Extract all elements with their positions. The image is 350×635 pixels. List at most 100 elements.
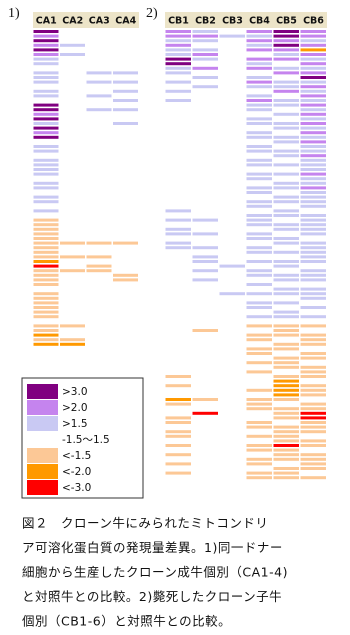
heat-cell [60,278,85,282]
heat-cell [113,117,138,121]
heat-cell [219,246,245,250]
heat-cell [192,324,218,328]
heat-cell [192,149,218,153]
heat-cell [219,388,245,392]
heat-cell [165,356,191,360]
heat-cell [86,186,112,190]
heat-cell [273,135,299,139]
heat-cell [60,158,85,162]
heat-cell [273,43,299,47]
heat-cell [165,457,191,461]
heat-cell [246,76,272,79]
heat-cell [300,172,326,176]
heat-cell [192,122,218,125]
heat-cell [246,370,272,374]
heat-cell [113,223,138,227]
heat-cell [192,108,218,112]
heat-cell [86,241,112,245]
heat-cell [219,30,245,33]
heat-cell [165,255,191,259]
heat-cell [192,71,218,75]
heat-cell [165,393,191,397]
heat-cell [192,476,218,480]
heat-cell [192,384,218,388]
heat-cell [33,66,59,70]
heat-cell [192,43,218,47]
heat-cell [219,71,245,75]
heat-cell [246,250,272,254]
heat-cell [246,356,272,360]
heat-cell [165,172,191,176]
heat-cell [246,347,272,351]
heat-cell [60,241,85,245]
heat-cell [113,172,138,176]
heat-cell [300,306,326,309]
heat-cell [192,158,218,162]
caption-line: と対照牛との比較。2)斃死したクローン子牛 [22,589,282,604]
heat-cell [300,186,326,190]
heat-cell [300,191,326,194]
heat-cell [246,62,272,66]
heat-cell [192,264,218,268]
heat-cell [192,227,218,231]
heat-cell [192,301,218,305]
heat-cell [273,89,299,93]
heat-cell [219,444,245,447]
heat-cell [300,103,326,107]
heat-cell [300,232,326,236]
heat-cell [246,48,272,52]
heat-cell [165,250,191,254]
heat-cell [300,85,326,89]
heat-cell [60,329,85,332]
heat-cell [165,135,191,139]
heat-cell [33,246,59,250]
heat-cell [273,411,299,415]
heat-cell [192,76,218,79]
heat-cell [165,94,191,98]
heat-cell [246,471,272,475]
heat-cell [246,126,272,130]
heat-cell [219,315,245,319]
heat-cell [165,149,191,153]
heat-cell [273,398,299,401]
heat-cell [273,315,299,319]
heat-cell [273,425,299,429]
heat-cell [192,306,218,309]
heat-cell [113,315,138,319]
heat-cell [60,227,85,231]
heat-cell [246,200,272,204]
heat-cell [246,85,272,89]
heat-cell [219,439,245,443]
heat-cell [219,453,245,457]
heat-cell [273,80,299,84]
heat-cell [192,310,218,314]
heat-cell [300,444,326,447]
heat-cell [192,66,218,70]
heat-cell [165,462,191,466]
heat-cell [219,457,245,461]
heat-cell [246,108,272,112]
heat-cell [113,140,138,144]
heat-cell [246,195,272,199]
heat-cell [273,66,299,70]
heat-cell [273,324,299,328]
heat-cell [246,324,272,328]
heat-cell [165,34,191,38]
heat-cell [113,278,138,282]
heat-cell [300,338,326,342]
heat-cell [86,292,112,296]
heat-cell [300,296,326,300]
heat-cell [165,269,191,273]
heat-cell [246,232,272,236]
heat-cell [300,434,326,438]
heat-cell [165,62,191,66]
heat-cell [165,402,191,406]
heat-cell [246,329,272,332]
heat-cell [60,99,85,102]
heat-cell [113,122,138,125]
heat-cell [192,342,218,346]
heat-cell [165,103,191,107]
heat-cell [86,135,112,139]
heat-cell [33,269,59,273]
heat-cell [60,76,85,79]
